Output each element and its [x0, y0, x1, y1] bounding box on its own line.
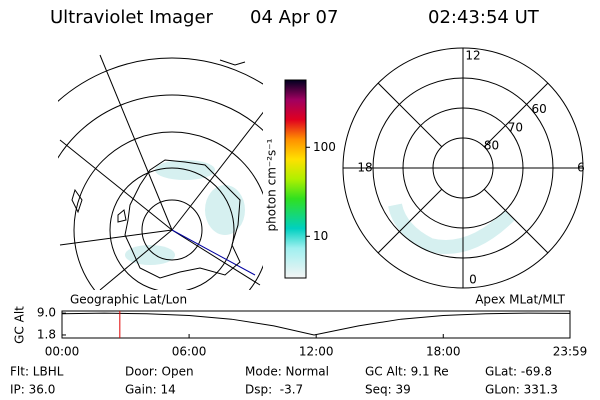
glow	[155, 160, 215, 180]
polar-plot	[388, 203, 515, 254]
mlt-label: 6	[577, 161, 585, 175]
mlt-diagonal	[377, 82, 443, 148]
left-panel-label: Geographic Lat/Lon	[70, 293, 187, 307]
date: 04 Apr 07	[250, 7, 338, 28]
x-tick-label: 00:00	[45, 345, 80, 359]
altitude-line	[61, 312, 570, 336]
title: Ultraviolet Imager	[50, 7, 214, 28]
x-tick-label: 06:00	[172, 345, 207, 359]
info-field: GC Alt: 9.1 Re	[365, 365, 449, 379]
info-field: Seq: 39	[365, 383, 411, 397]
lat-label: 60	[532, 102, 547, 116]
colorbar	[284, 79, 307, 279]
info-field: Gain: 14	[125, 383, 176, 397]
mlt-label: 0	[469, 273, 477, 287]
mlt-diagonal	[377, 188, 443, 254]
x-tick-label: 12:00	[299, 345, 334, 359]
mlt-label: 12	[465, 49, 480, 63]
y-axis-label: GC Alt	[13, 306, 27, 344]
colorbar-tick-label: 100	[313, 140, 336, 154]
right-panel-label: Apex MLat/MLT	[475, 293, 565, 307]
colorbar-label: photon cm⁻²s⁻¹	[265, 138, 279, 231]
info-field: Dsp: -3.7	[245, 383, 303, 397]
mlt-label: 18	[357, 161, 372, 175]
info-field: GLon: 331.3	[485, 383, 558, 397]
geographic-map	[58, 54, 263, 290]
info-field: IP: 36.0	[10, 383, 55, 397]
y-tick-label: 1.8	[37, 327, 56, 341]
time: 02:43:54 UT	[428, 7, 540, 28]
glow	[125, 245, 175, 265]
lat-label: 80	[484, 139, 499, 153]
info-field: Mode: Normal	[245, 365, 329, 379]
x-tick-label: 18:00	[426, 345, 461, 359]
lat-label: 70	[508, 120, 523, 134]
mlt-diagonal	[483, 188, 549, 254]
info-field: Flt: LBHL	[10, 365, 64, 379]
y-tick-label: 9.0	[37, 306, 56, 320]
colorbar-tick-label: 10	[313, 229, 328, 243]
info-field: GLat: -69.8	[485, 365, 552, 379]
mlt-diagonal	[483, 82, 549, 148]
x-tick-label: 23:59	[553, 345, 588, 359]
info-field: Door: Open	[125, 365, 194, 379]
glow	[388, 203, 515, 254]
glow	[205, 185, 245, 235]
alt-plot-frame	[61, 310, 571, 339]
